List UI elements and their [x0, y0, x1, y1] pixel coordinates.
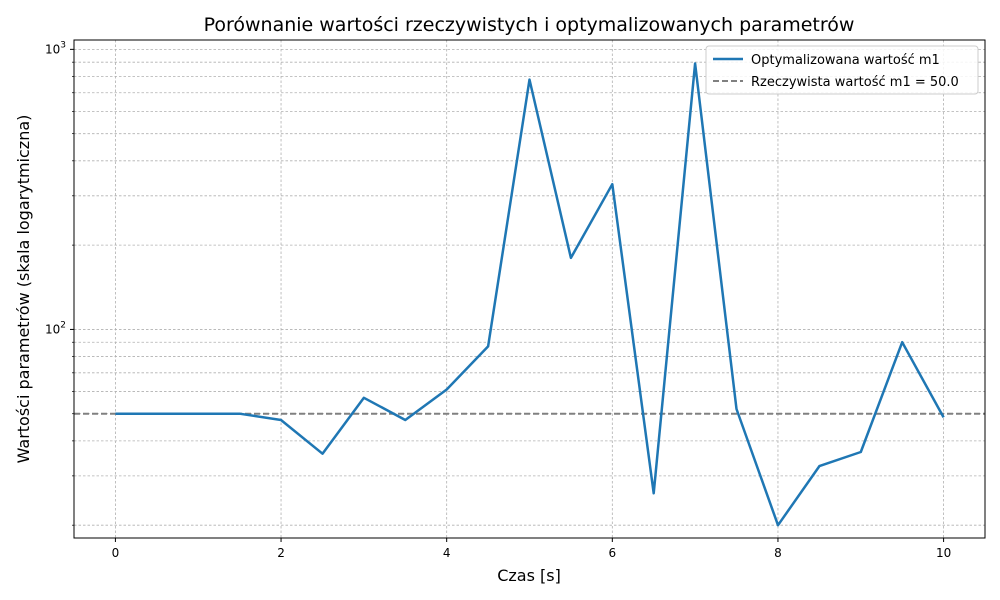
x-tick-label: 2 — [277, 546, 285, 560]
y-tick-base: 10 — [45, 322, 60, 336]
x-axis-label: Czas [s] — [497, 566, 561, 585]
y-axis-label: Wartości parametrów (skala logarytmiczna… — [14, 115, 33, 464]
y-tick-exponent: 2 — [60, 320, 66, 330]
x-axis-ticks: 0 2 4 6 8 10 — [112, 538, 951, 560]
y-tick-label: 102 — [45, 320, 66, 336]
x-tick-label: 6 — [608, 546, 616, 560]
series-line-optymalizowana — [115, 62, 945, 527]
legend-box — [705, 45, 979, 95]
x-tick-label: 8 — [774, 546, 782, 560]
chart-title: Porównanie wartości rzeczywistych i opty… — [204, 14, 855, 36]
legend-label-rzeczywista: Rzeczywista wartość m1 = 50.0 — [751, 75, 959, 90]
x-tick-label: 4 — [443, 546, 451, 560]
legend: Optymalizowana wartość m1 Rzeczywista wa… — [705, 45, 979, 95]
series-line-group — [115, 62, 945, 527]
y-tick-label: 103 — [45, 40, 66, 56]
x-tick-label: 10 — [936, 546, 951, 560]
legend-label-optymalizowana: Optymalizowana wartość m1 — [751, 53, 940, 68]
y-tick-exponent: 3 — [60, 40, 66, 50]
y-tick-base: 10 — [45, 42, 60, 56]
plot-frame — [73, 39, 986, 539]
x-tick-label: 0 — [112, 546, 120, 560]
